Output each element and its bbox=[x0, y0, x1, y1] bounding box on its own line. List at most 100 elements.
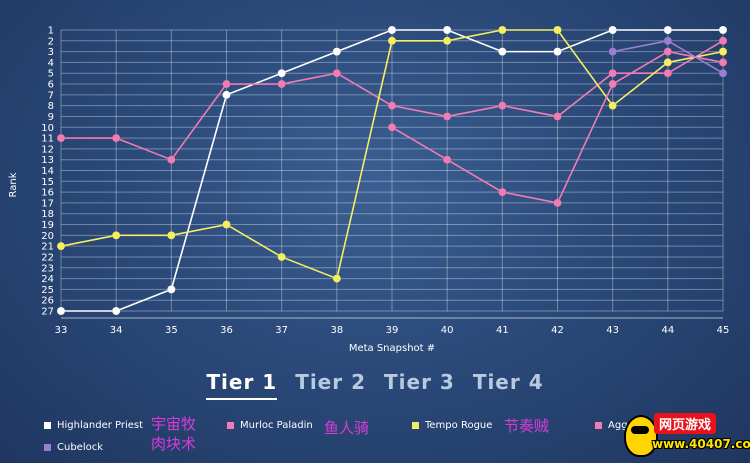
x-tick-label: 41 bbox=[496, 325, 509, 336]
data-point[interactable] bbox=[387, 25, 397, 35]
overlay-caption-rogue: 节奏贼 bbox=[504, 417, 550, 435]
legend-item-highlander-priest[interactable]: Highlander Priest bbox=[44, 420, 143, 431]
logo-bottom-text: www.40407.com bbox=[652, 437, 750, 451]
y-tick-label: 26 bbox=[41, 296, 54, 307]
data-point[interactable] bbox=[222, 90, 231, 100]
data-point[interactable] bbox=[663, 36, 673, 46]
x-tick-label: 36 bbox=[220, 325, 233, 336]
x-axis-label: Meta Snapshot # bbox=[349, 343, 435, 354]
data-point[interactable] bbox=[608, 101, 617, 110]
x-tick-label: 34 bbox=[110, 325, 123, 336]
data-point[interactable] bbox=[718, 47, 728, 56]
y-tick-label: 15 bbox=[41, 177, 54, 188]
y-tick-label: 22 bbox=[41, 252, 54, 263]
tab-tier-1[interactable]: Tier 1 bbox=[206, 370, 278, 400]
data-point[interactable] bbox=[222, 79, 231, 89]
data-point[interactable] bbox=[277, 79, 286, 89]
data-point[interactable] bbox=[608, 79, 617, 89]
logo-top-text: 网页游戏 bbox=[654, 413, 717, 434]
data-point[interactable] bbox=[332, 274, 342, 283]
y-axis-label: Rank bbox=[8, 172, 19, 197]
data-point[interactable] bbox=[167, 231, 176, 240]
data-point[interactable] bbox=[442, 25, 452, 35]
legend-item-tempo-rogue[interactable]: Tempo Rogue bbox=[412, 420, 492, 431]
data-point[interactable] bbox=[553, 198, 562, 208]
data-point[interactable] bbox=[442, 112, 452, 121]
tab-tier-2[interactable]: Tier 2 bbox=[295, 370, 366, 394]
data-point[interactable] bbox=[498, 47, 507, 56]
x-tick-label: 44 bbox=[661, 325, 674, 336]
y-tick-label: 6 bbox=[48, 80, 54, 91]
data-point[interactable] bbox=[387, 123, 397, 132]
data-point[interactable] bbox=[387, 101, 397, 110]
data-point[interactable] bbox=[167, 155, 176, 164]
overlay-caption-paladin: 鱼人骑 bbox=[324, 419, 370, 437]
data-point[interactable] bbox=[56, 241, 66, 251]
data-point[interactable] bbox=[332, 68, 342, 78]
data-point[interactable] bbox=[56, 306, 66, 316]
data-point[interactable] bbox=[442, 36, 452, 46]
y-tick-label: 18 bbox=[41, 209, 54, 220]
y-tick-label: 10 bbox=[41, 123, 54, 134]
data-point[interactable] bbox=[56, 133, 66, 143]
data-point[interactable] bbox=[553, 47, 562, 56]
data-point[interactable] bbox=[663, 47, 673, 56]
y-tick-label: 27 bbox=[41, 307, 54, 318]
data-point[interactable] bbox=[111, 231, 121, 240]
series-murloc-paladin bbox=[56, 36, 728, 164]
legend-label: Agg bbox=[608, 420, 628, 431]
x-tick-label: 38 bbox=[330, 325, 343, 336]
series-aggro bbox=[387, 47, 728, 208]
data-point[interactable] bbox=[277, 68, 286, 78]
y-tick-label: 21 bbox=[41, 242, 54, 253]
data-point[interactable] bbox=[277, 252, 286, 262]
y-tick-label: 23 bbox=[41, 263, 54, 274]
data-point[interactable] bbox=[608, 47, 617, 56]
legend-item-aggro[interactable]: Agg bbox=[595, 420, 628, 431]
data-point[interactable] bbox=[498, 25, 507, 35]
data-point[interactable] bbox=[553, 112, 562, 121]
legend-swatch bbox=[44, 422, 51, 429]
y-tick-label: 4 bbox=[48, 58, 54, 69]
rank-chart: 1234567891011121314151617181920212223242… bbox=[8, 25, 728, 354]
y-tick-label: 9 bbox=[48, 112, 54, 123]
y-tick-label: 24 bbox=[41, 274, 54, 285]
data-point[interactable] bbox=[111, 306, 121, 316]
tab-tier-4[interactable]: Tier 4 bbox=[472, 370, 544, 394]
data-point[interactable] bbox=[718, 68, 728, 78]
legend-item-cubelock[interactable]: Cubelock bbox=[44, 442, 103, 453]
data-point[interactable] bbox=[498, 101, 507, 110]
y-tick-label: 13 bbox=[41, 155, 54, 166]
y-tick-label: 16 bbox=[41, 188, 54, 199]
x-tick-label: 43 bbox=[606, 325, 619, 336]
tab-tier-3[interactable]: Tier 3 bbox=[384, 370, 455, 394]
overlay-caption-priest: 宇宙牧 肉块术 bbox=[151, 415, 197, 453]
series-cubelock bbox=[608, 36, 728, 78]
chart-legend: Highlander Priest Murloc Paladin Tempo R… bbox=[44, 415, 664, 460]
data-point[interactable] bbox=[387, 36, 397, 46]
mascot-icon bbox=[624, 415, 658, 457]
data-point[interactable] bbox=[553, 25, 562, 35]
data-point[interactable] bbox=[167, 285, 176, 294]
legend-label: Murloc Paladin bbox=[240, 420, 313, 431]
data-point[interactable] bbox=[222, 220, 231, 229]
series-highlander-priest bbox=[56, 25, 728, 316]
data-point[interactable] bbox=[608, 25, 617, 35]
y-tick-label: 2 bbox=[48, 36, 54, 47]
y-tick-label: 12 bbox=[41, 144, 54, 155]
data-point[interactable] bbox=[663, 58, 673, 67]
data-point[interactable] bbox=[111, 133, 121, 143]
data-point[interactable] bbox=[332, 47, 342, 56]
legend-item-murloc-paladin[interactable]: Murloc Paladin bbox=[227, 420, 313, 431]
data-point[interactable] bbox=[608, 68, 617, 78]
data-point[interactable] bbox=[718, 58, 728, 67]
data-point[interactable] bbox=[663, 25, 673, 35]
data-point[interactable] bbox=[718, 36, 728, 46]
data-point[interactable] bbox=[498, 187, 507, 197]
tier-tabs: Tier 1 Tier 2 Tier 3 Tier 4 bbox=[0, 370, 750, 400]
data-point[interactable] bbox=[663, 68, 673, 78]
legend-swatch bbox=[595, 422, 602, 429]
data-point[interactable] bbox=[718, 25, 728, 35]
x-tick-label: 42 bbox=[551, 325, 564, 336]
data-point[interactable] bbox=[442, 155, 452, 164]
